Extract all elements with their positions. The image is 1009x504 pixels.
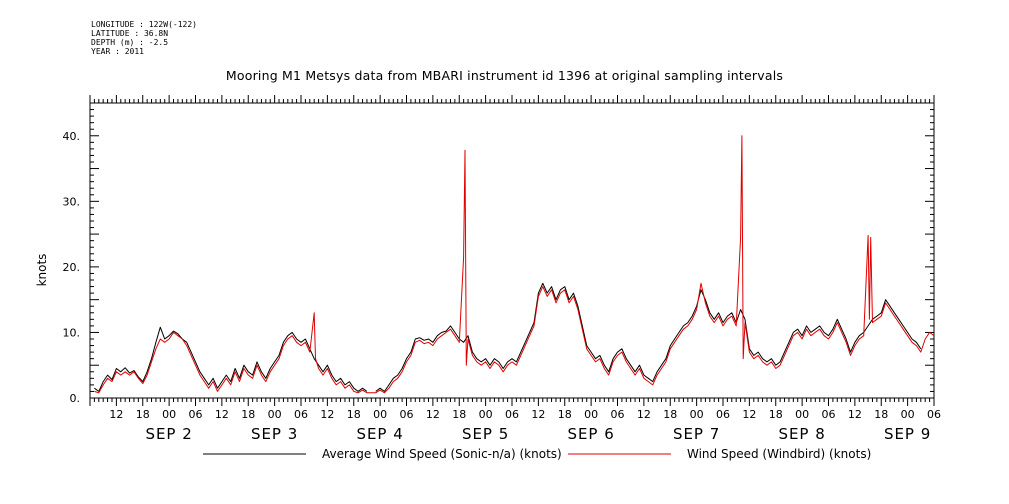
legend: Average Wind Speed (Sonic-n/a) (knots) Wi… <box>203 447 871 461</box>
meta-year: YEAR : 2011 <box>91 47 144 56</box>
x-hour-label: 06 <box>716 408 730 421</box>
x-hour-label: 06 <box>189 408 203 421</box>
meta-longitude: LONGITUDE : 122W(-122) <box>91 20 197 29</box>
x-hour-label: 12 <box>215 408 229 421</box>
x-hour-label: 12 <box>426 408 440 421</box>
x-date-label: SEP 9 <box>884 425 931 443</box>
x-hour-label: 12 <box>109 408 123 421</box>
chart-title: Mooring M1 Metsys data from MBARI instru… <box>225 68 784 83</box>
plot-frame <box>89 102 935 399</box>
y-tick-label: 10. <box>63 326 81 339</box>
x-hour-label: 00 <box>690 408 704 421</box>
x-hour-label: 00 <box>479 408 493 421</box>
x-hour-label: 12 <box>637 408 651 421</box>
series-average-wind-line <box>375 282 922 392</box>
x-hour-label: 00 <box>373 408 387 421</box>
x-hour-label: 06 <box>927 408 941 421</box>
x-hour-label: 18 <box>769 408 783 421</box>
x-hour-label: 06 <box>611 408 625 421</box>
y-tick-label: 0. <box>70 392 81 405</box>
x-hour-label: 06 <box>400 408 414 421</box>
y-tick-label: 40. <box>63 130 81 143</box>
legend-average-label: Average Wind Speed (Sonic-n/a) (knots) <box>322 447 562 461</box>
x-date-label: SEP 5 <box>462 425 509 443</box>
x-hour-label: 06 <box>822 408 836 421</box>
y-tick-label: 20. <box>63 261 81 274</box>
series-windbird-line <box>94 135 935 394</box>
series-layer <box>94 135 935 394</box>
legend-windbird-label: Wind Speed (Windbird) (knots) <box>687 447 871 461</box>
x-hour-label: 18 <box>241 408 255 421</box>
meta-depth: DEPTH (m) : -2.5 <box>91 38 169 47</box>
y-axis: 0. 10. 20. 30. 40. <box>63 102 934 405</box>
x-hour-label: 18 <box>136 408 150 421</box>
meta-latitude: LATITUDE : 36.8N <box>91 29 169 38</box>
x-hour-label: 00 <box>162 408 176 421</box>
x-hour-label: 06 <box>505 408 519 421</box>
metadata-block: LONGITUDE : 122W(-122) LATITUDE : 36.8N … <box>91 20 197 56</box>
x-hour-label: 00 <box>268 408 282 421</box>
x-date-label: SEP 3 <box>251 425 298 443</box>
x-hour-label: 18 <box>663 408 677 421</box>
x-hour-label: 06 <box>294 408 308 421</box>
x-hour-label: 18 <box>874 408 888 421</box>
series-average-wind-line <box>94 326 368 392</box>
x-hour-label: 00 <box>795 408 809 421</box>
x-hour-label: 12 <box>320 408 334 421</box>
x-hour-label: 18 <box>558 408 572 421</box>
y-tick-label: 30. <box>63 195 81 208</box>
x-date-label: SEP 4 <box>356 425 403 443</box>
x-hour-label: 12 <box>531 408 545 421</box>
x-hour-label: 12 <box>742 408 756 421</box>
x-hour-label: 18 <box>452 408 466 421</box>
x-date-label: SEP 7 <box>673 425 720 443</box>
y-axis-label: knots <box>35 254 49 287</box>
x-date-label: SEP 2 <box>145 425 192 443</box>
x-date-label: SEP 8 <box>778 425 825 443</box>
x-date-label: SEP 6 <box>567 425 614 443</box>
x-hour-label: 00 <box>584 408 598 421</box>
x-hour-label: 18 <box>347 408 361 421</box>
x-axis: 12 18 00 06 12 18 00 06 12 18 00 06 12 18 00 06 12 18 00 06… <box>89 95 941 443</box>
x-hour-label: 00 <box>901 408 915 421</box>
x-hour-label: 12 <box>848 408 862 421</box>
